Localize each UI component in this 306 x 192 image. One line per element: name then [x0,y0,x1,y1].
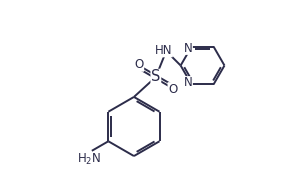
Text: HN: HN [155,44,172,57]
Text: N: N [184,41,192,55]
Text: S: S [151,70,161,84]
Text: N: N [184,76,192,89]
Text: O: O [134,58,144,71]
Text: O: O [168,83,177,96]
Text: H$_2$N: H$_2$N [77,152,101,167]
